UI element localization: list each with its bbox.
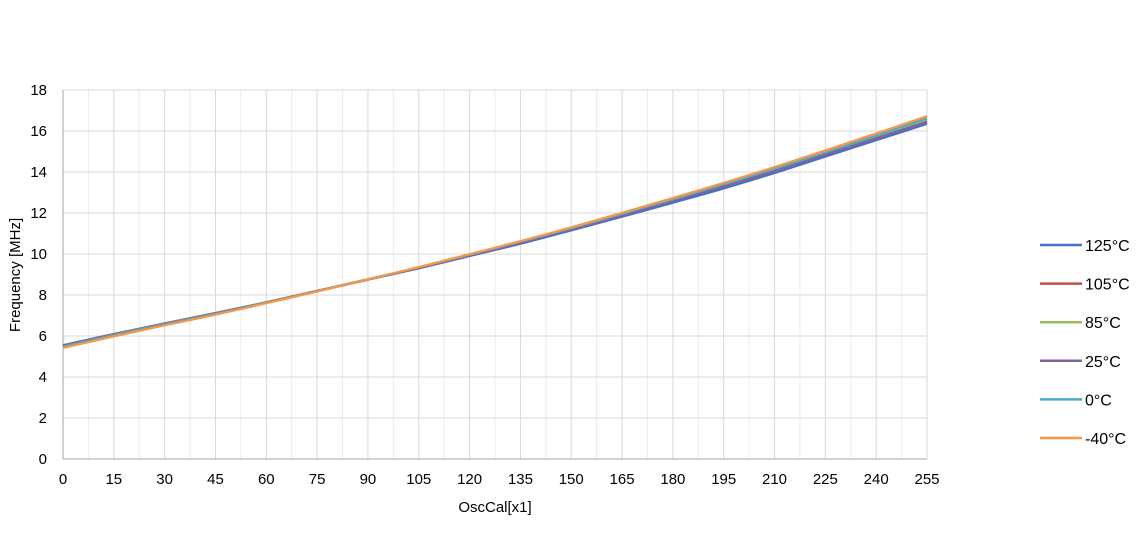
chart-legend: 125°C 105°C 85°C 25°C 0°C -40°C bbox=[1040, 238, 1130, 448]
legend-label: 105°C bbox=[1085, 277, 1130, 294]
x-tick-label: 135 bbox=[508, 471, 533, 488]
x-tick-label: 150 bbox=[559, 471, 584, 488]
legend-label: 25°C bbox=[1085, 354, 1121, 371]
legend-label: 125°C bbox=[1085, 238, 1130, 255]
y-tick-label: 12 bbox=[30, 205, 47, 222]
x-tick-label: 255 bbox=[914, 471, 939, 488]
chart-grid bbox=[63, 89, 928, 459]
y-tick-label: 8 bbox=[39, 287, 47, 304]
plot-series bbox=[62, 115, 928, 349]
x-tick-labels: 0 15 30 45 60 75 90 105 120 135 150 165 180 195 210 225… bbox=[59, 471, 940, 488]
y-tick-label: 4 bbox=[39, 369, 47, 386]
legend-label: 0°C bbox=[1085, 392, 1112, 409]
y-tick-label: 0 bbox=[39, 451, 47, 468]
x-tick-label: 210 bbox=[762, 471, 787, 488]
x-tick-label: 75 bbox=[309, 471, 326, 488]
x-tick-label: 15 bbox=[105, 471, 122, 488]
x-tick-label: 240 bbox=[864, 471, 889, 488]
x-tick-label: 30 bbox=[156, 471, 173, 488]
x-axis-title: OscCal[x1] bbox=[458, 499, 531, 516]
x-tick-label: 120 bbox=[457, 471, 482, 488]
series-line--40C bbox=[62, 115, 928, 349]
legend-label: 85°C bbox=[1085, 315, 1121, 332]
y-tick-label: 6 bbox=[39, 328, 47, 345]
x-tick-label: 225 bbox=[813, 471, 838, 488]
y-tick-labels: 0 2 4 6 8 10 12 14 16 18 bbox=[30, 82, 47, 468]
x-tick-label: 105 bbox=[406, 471, 431, 488]
legend-label: -40°C bbox=[1085, 431, 1126, 448]
x-tick-label: 195 bbox=[711, 471, 736, 488]
x-tick-label: 90 bbox=[360, 471, 377, 488]
y-tick-label: 10 bbox=[30, 246, 47, 263]
x-tick-label: 180 bbox=[660, 471, 685, 488]
x-tick-label: 165 bbox=[610, 471, 635, 488]
y-tick-label: 2 bbox=[39, 410, 47, 427]
x-tick-label: 45 bbox=[207, 471, 224, 488]
chart-axes bbox=[62, 90, 927, 460]
y-tick-label: 18 bbox=[30, 82, 47, 99]
x-tick-label: 0 bbox=[59, 471, 67, 488]
x-tick-label: 60 bbox=[258, 471, 275, 488]
y-tick-label: 14 bbox=[30, 164, 47, 181]
y-axis-title: Frequency [MHz] bbox=[7, 218, 24, 332]
y-tick-label: 16 bbox=[30, 123, 47, 140]
